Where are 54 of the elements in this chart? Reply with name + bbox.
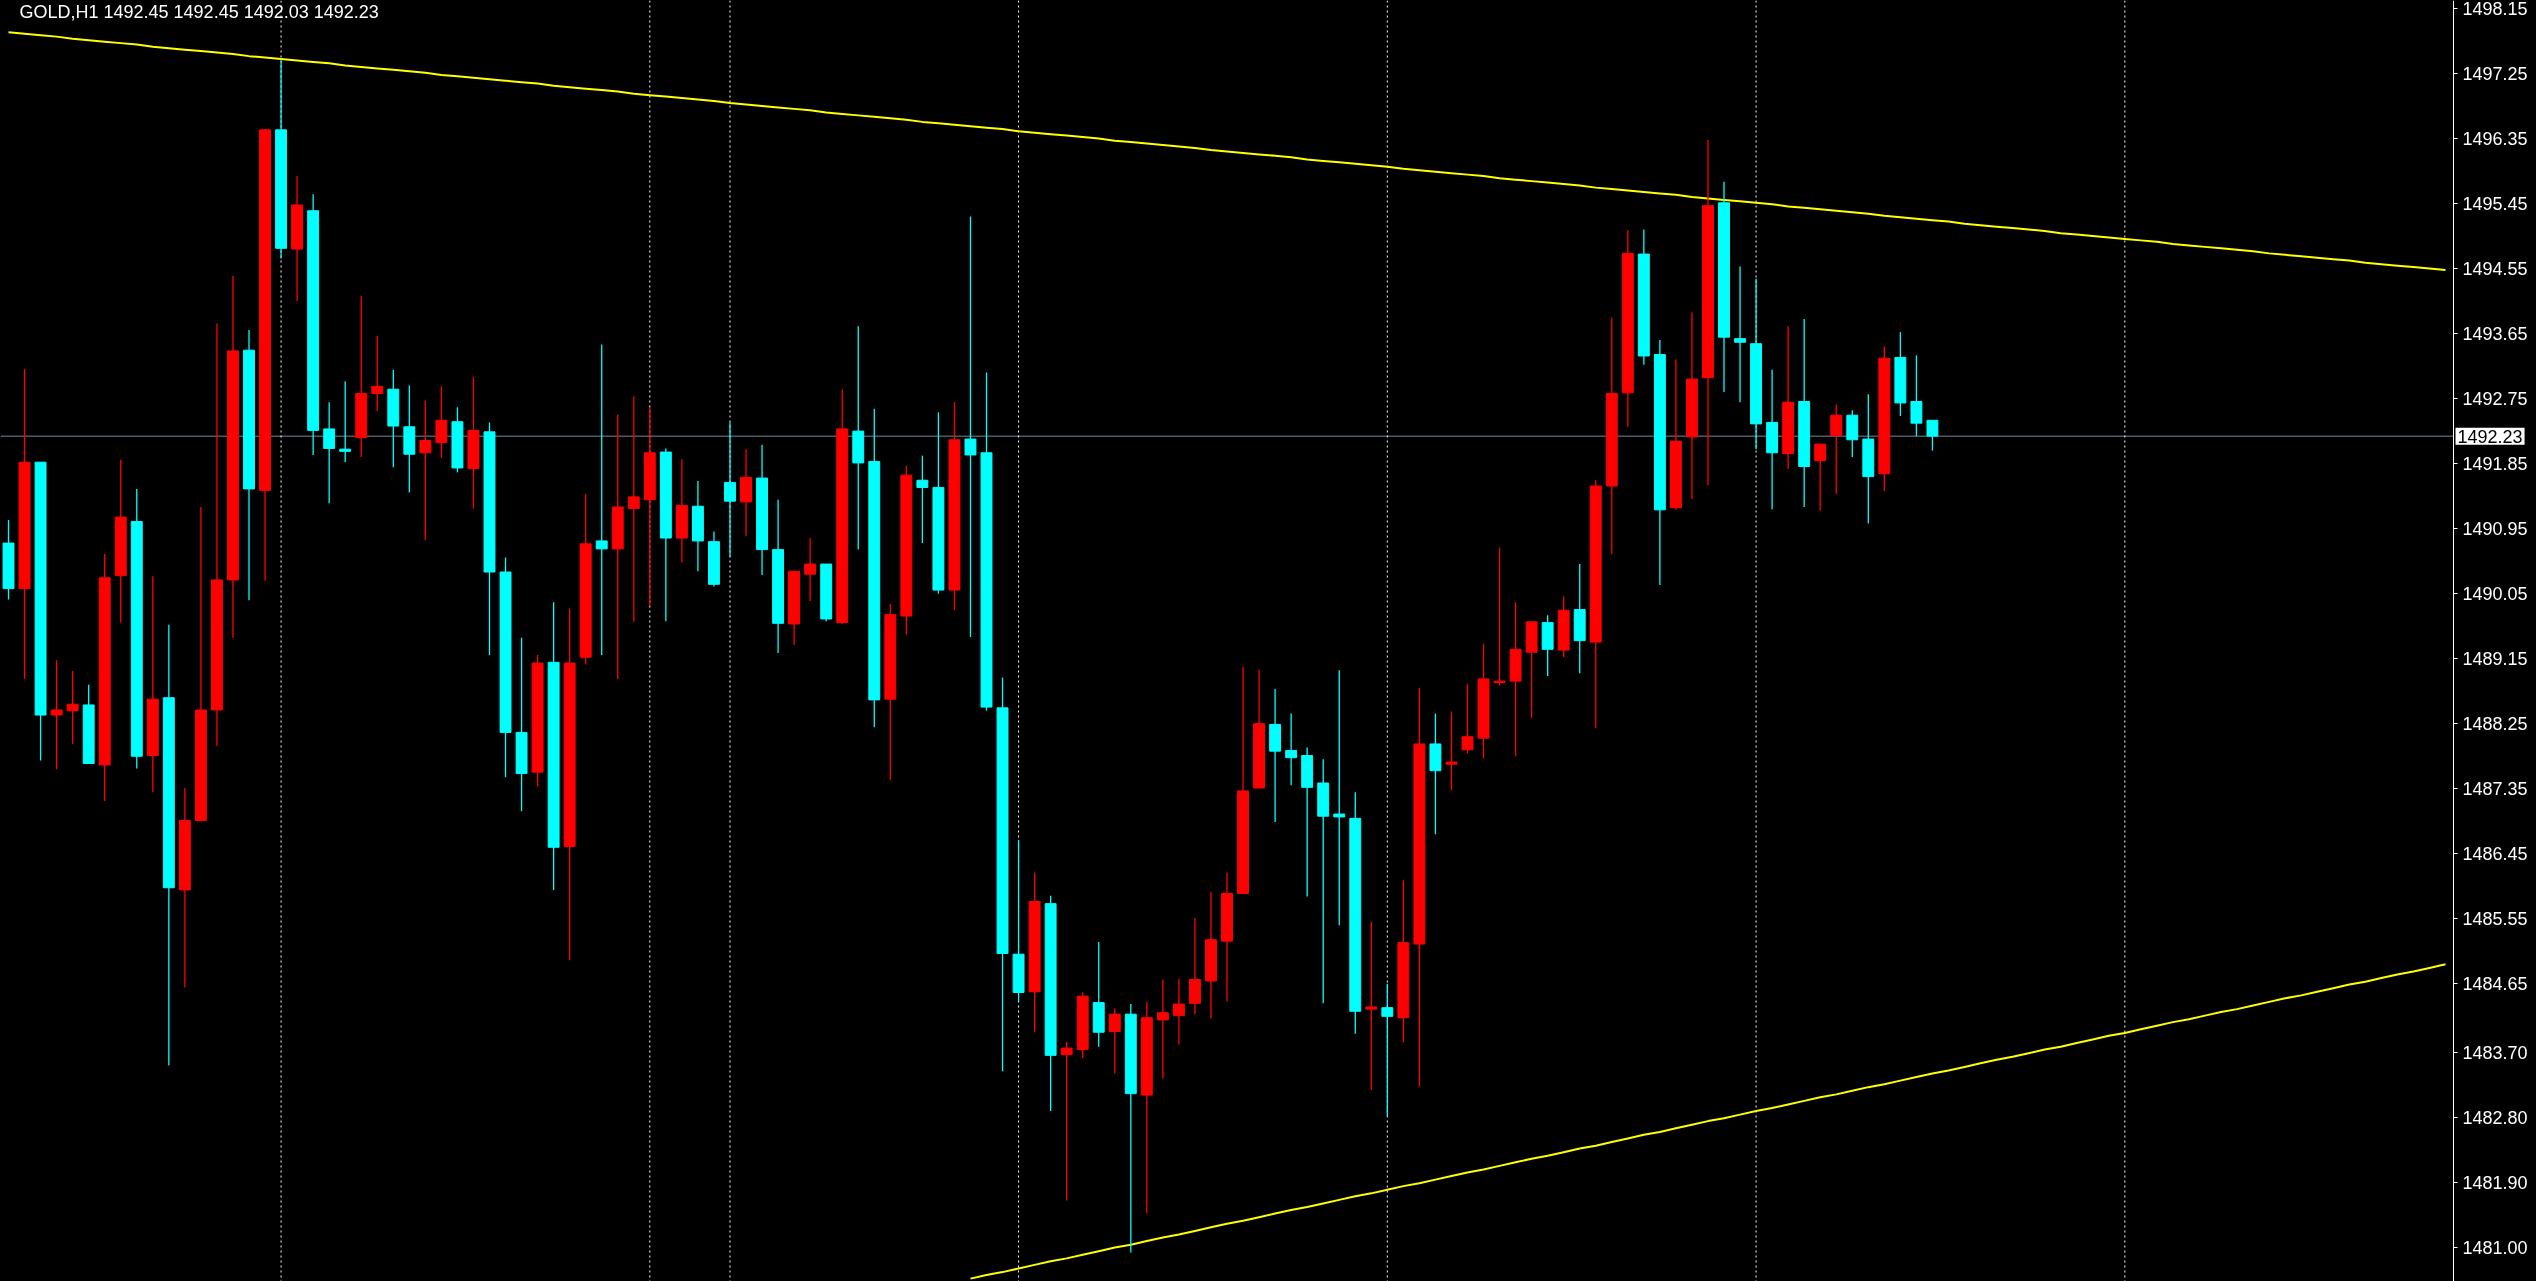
candlestick bbox=[419, 400, 432, 541]
candlestick bbox=[1060, 1040, 1073, 1202]
candlestick bbox=[595, 343, 608, 656]
y-tick-label: 1487.35 bbox=[2462, 779, 2528, 800]
candlestick bbox=[724, 421, 736, 558]
y-tick-label: 1492.75 bbox=[2462, 389, 2528, 410]
y-tick-label: 1483.70 bbox=[2462, 1042, 2528, 1063]
y-tick-label: 1481.00 bbox=[2462, 1238, 2528, 1259]
y-tick-label: 1489.15 bbox=[2462, 649, 2528, 670]
line-series bbox=[7, 31, 2447, 271]
candlestick bbox=[964, 215, 977, 638]
ref-line-label: 1492.23 bbox=[2457, 426, 2523, 447]
candlestick bbox=[1445, 710, 1458, 791]
candlestick bbox=[1188, 917, 1201, 1015]
y-tick-label: 1493.65 bbox=[2462, 324, 2528, 345]
candlestick bbox=[1926, 419, 1939, 452]
candlestick bbox=[339, 380, 352, 463]
candlestick bbox=[1830, 403, 1843, 495]
y-tick-label: 1491.85 bbox=[2462, 454, 2528, 475]
candlestick bbox=[1493, 546, 1506, 687]
candlestick bbox=[323, 401, 336, 505]
candlestick bbox=[1910, 354, 1923, 437]
y-tick-label: 1498.15 bbox=[2462, 0, 2528, 19]
y-tick-label: 1481.90 bbox=[2462, 1173, 2528, 1194]
y-tick-label: 1497.25 bbox=[2462, 63, 2528, 84]
candlestick bbox=[627, 395, 640, 623]
candlestick bbox=[50, 659, 63, 770]
candlestick bbox=[916, 455, 929, 544]
y-tick-label: 1485.55 bbox=[2462, 909, 2528, 930]
line-series bbox=[969, 963, 2447, 1280]
y-tick-label: 1494.55 bbox=[2462, 259, 2528, 280]
candlestick bbox=[1381, 983, 1394, 1117]
candlestick bbox=[804, 537, 817, 602]
candlestick bbox=[1156, 978, 1169, 1080]
candlestick bbox=[435, 385, 448, 459]
candlestick bbox=[1108, 1007, 1121, 1075]
candlestick bbox=[1814, 443, 1827, 512]
y-tick-label: 1490.95 bbox=[2462, 519, 2528, 540]
candlestick bbox=[371, 335, 384, 412]
candlestick bbox=[1461, 683, 1474, 754]
candlestick bbox=[1333, 669, 1346, 926]
candlestick bbox=[1285, 712, 1298, 786]
candlestick bbox=[1734, 265, 1746, 403]
y-tick-label: 1488.25 bbox=[2462, 714, 2528, 735]
y-tick-label: 1482.80 bbox=[2462, 1107, 2528, 1128]
chart-title: GOLD,H1 1492.45 1492.45 1492.03 1492.23 bbox=[19, 1, 379, 22]
y-tick-label: 1495.45 bbox=[2462, 194, 2528, 215]
y-tick-label: 1484.65 bbox=[2462, 974, 2528, 995]
candlestick bbox=[1172, 978, 1185, 1046]
candlestick bbox=[66, 670, 79, 745]
y-tick-label: 1496.35 bbox=[2462, 129, 2528, 149]
y-tick-label: 1486.45 bbox=[2462, 844, 2528, 865]
y-tick-label: 1490.05 bbox=[2462, 584, 2528, 605]
candlestick bbox=[1365, 921, 1378, 1091]
